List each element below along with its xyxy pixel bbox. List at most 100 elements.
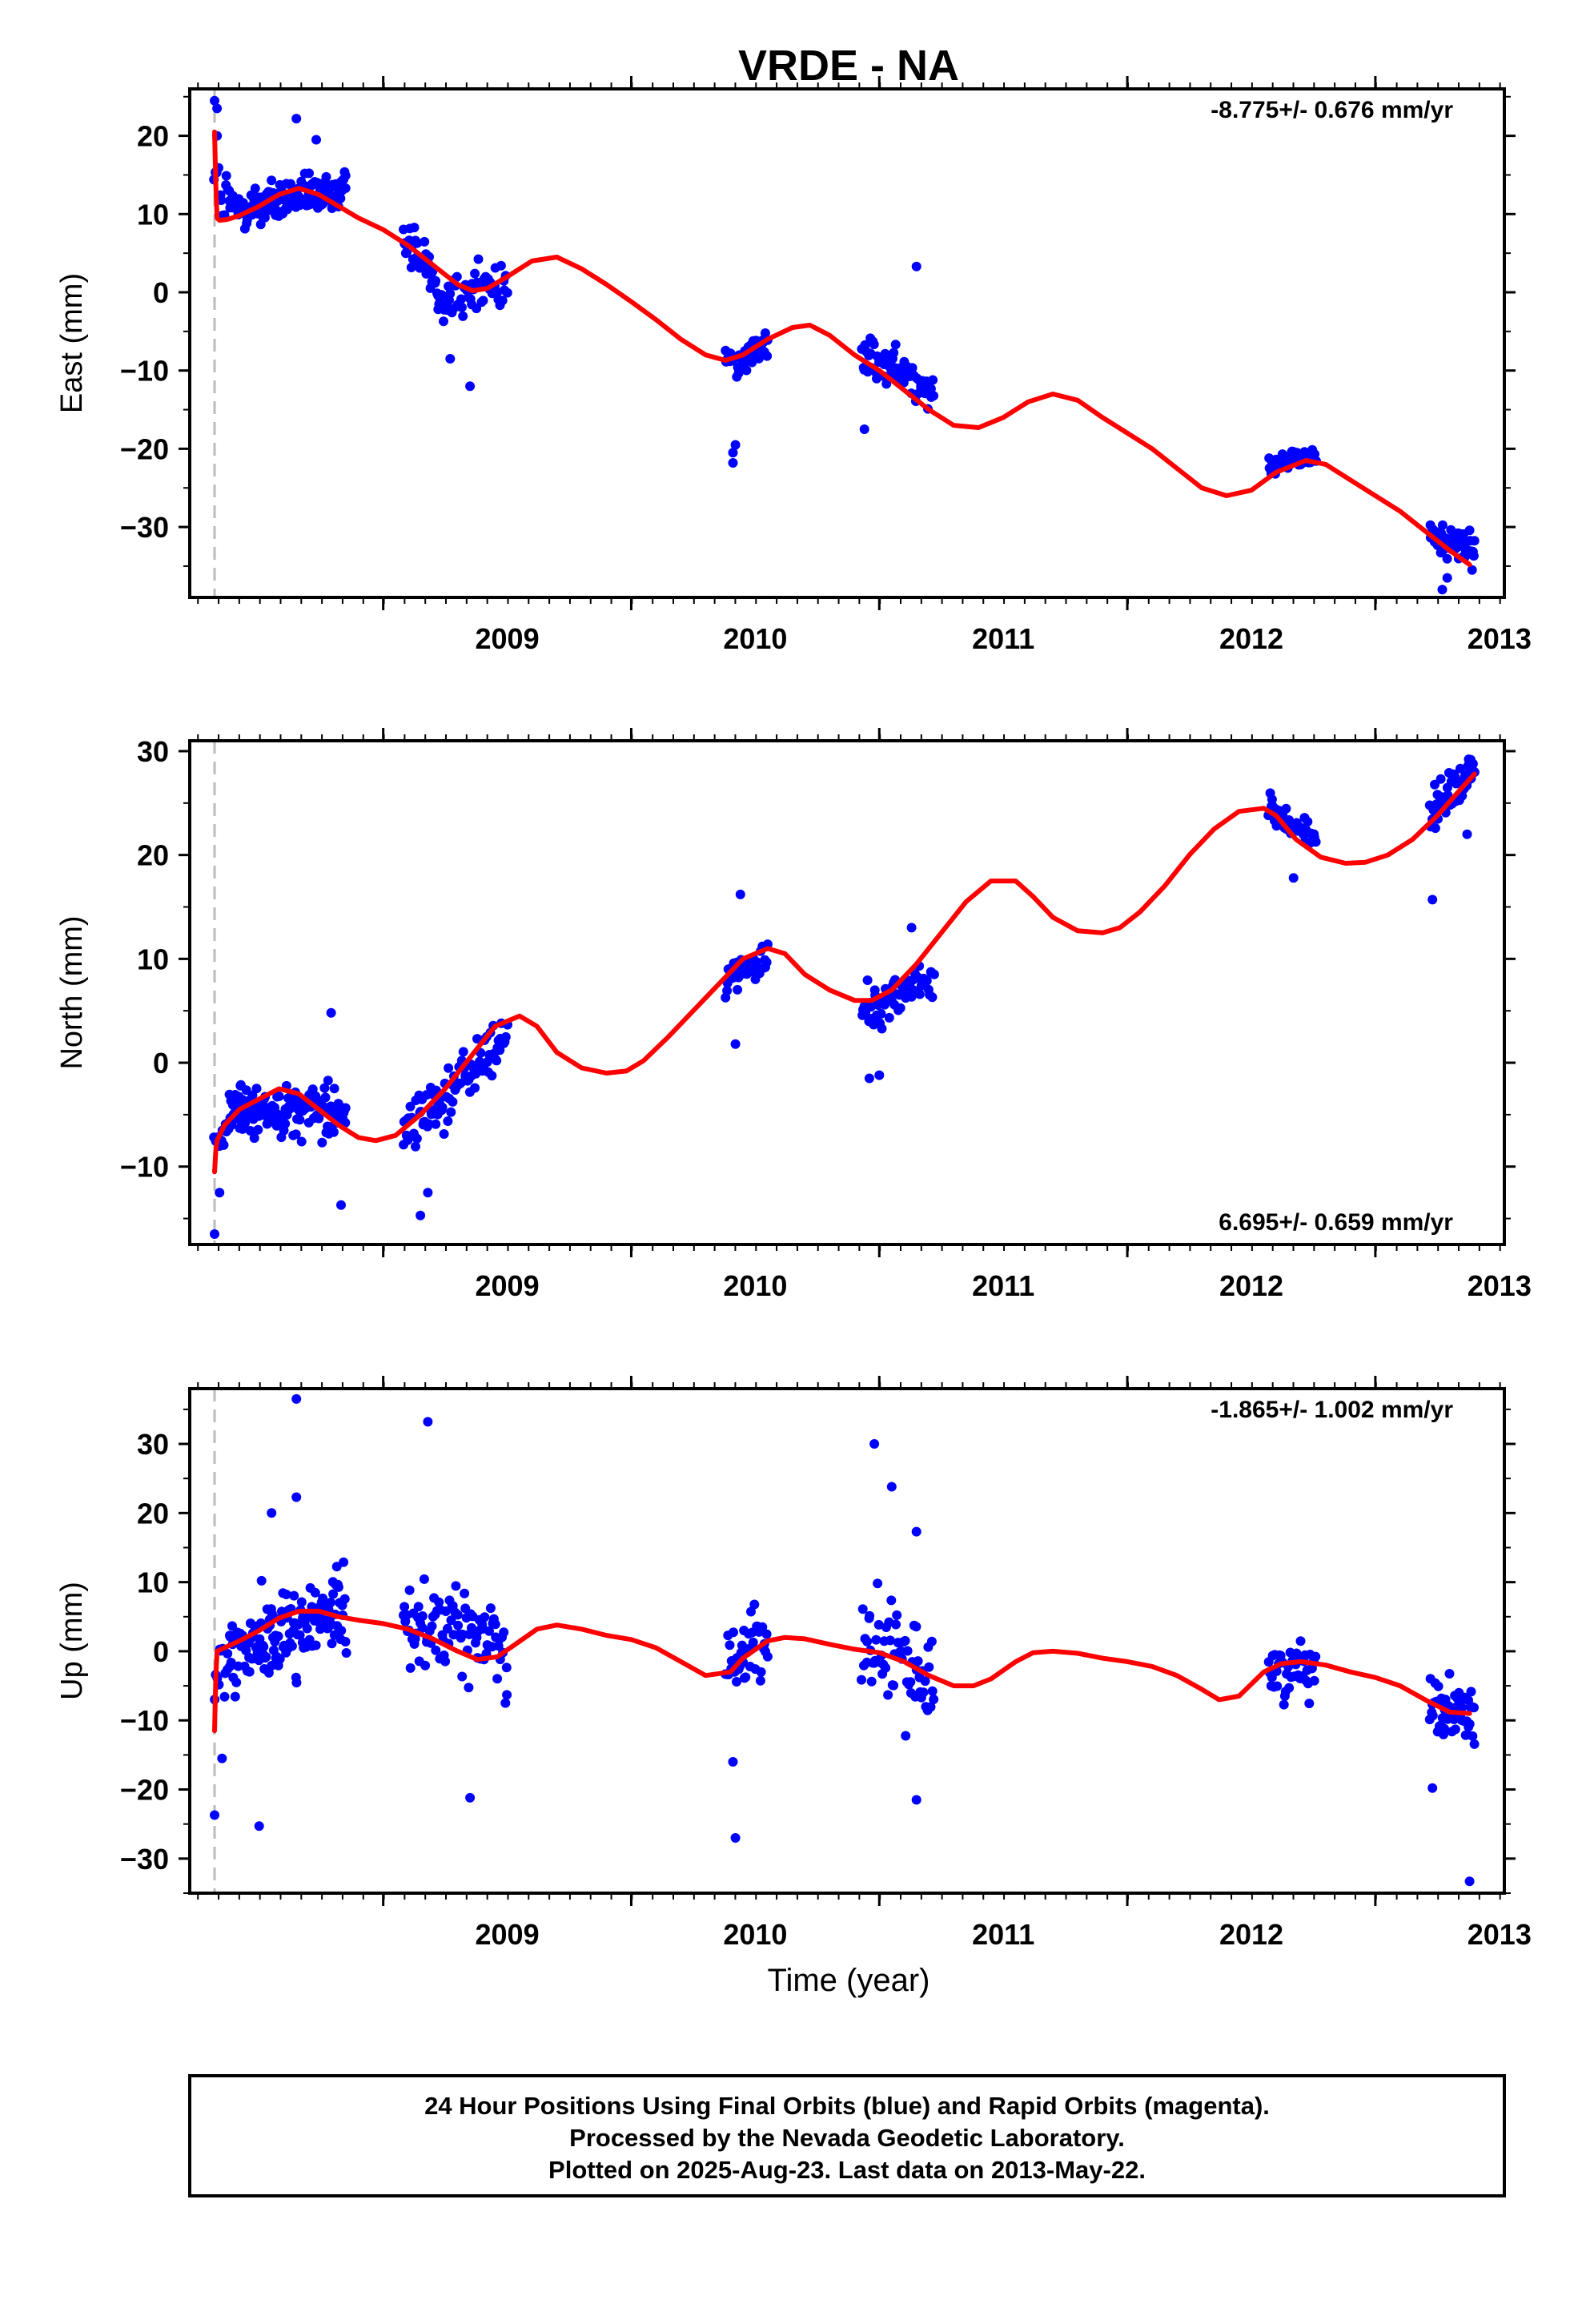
north-data-point [274, 1092, 284, 1101]
north-data-point [877, 1023, 887, 1034]
north-outlier-point [1288, 873, 1299, 883]
north-data-point [444, 1063, 454, 1073]
up-ytick-label: −30 [120, 1843, 169, 1876]
up-data-point [296, 1597, 307, 1607]
north-data-point [895, 1003, 905, 1013]
up-rate-annotation: -1.865+/- 1.002 mm/yr [1211, 1397, 1453, 1423]
north-rate-annotation: 6.695+/- 0.659 mm/yr [1219, 1209, 1453, 1236]
north-outlier-point [210, 1229, 219, 1239]
north-data-point [722, 986, 733, 996]
up-data-point [417, 1622, 428, 1633]
up-data-point [732, 1677, 741, 1687]
up-outlier-point [291, 1492, 302, 1502]
up-data-point [1439, 1723, 1449, 1734]
up-data-point [761, 1629, 772, 1639]
north-data-point [482, 1057, 492, 1068]
east-data-point [1468, 551, 1479, 561]
east-data-point [286, 179, 295, 189]
east-ytick-label: 0 [153, 276, 169, 309]
east-data-point [321, 171, 331, 182]
up-data-point [1311, 1651, 1321, 1662]
up-data-point [926, 1702, 936, 1712]
up-data-point [1464, 1719, 1475, 1729]
up-data-point [1433, 1681, 1443, 1691]
east-plot-area [209, 89, 1480, 597]
up-data-point [1309, 1675, 1319, 1686]
north-ytick-label: 0 [153, 1047, 169, 1080]
up-data-point [901, 1731, 911, 1741]
up-data-point [1304, 1699, 1315, 1709]
east-outlier-point [911, 261, 921, 271]
up-data-point [885, 1635, 895, 1646]
up-data-point [862, 1636, 873, 1647]
east-data-point [496, 260, 506, 271]
up-data-point [905, 1677, 916, 1687]
east-outlier-point [728, 448, 738, 458]
caption-line-1: 24 Hour Positions Using Final Orbits (bl… [424, 2092, 1270, 2120]
up-data-point [480, 1612, 490, 1622]
north-xtick-label: 2012 [1219, 1269, 1283, 1302]
up-data-point [427, 1621, 437, 1631]
east-data-point [431, 275, 441, 286]
north-data-point [927, 992, 938, 1003]
north-outlier-point [215, 1188, 225, 1198]
north-xtick-label: 2010 [723, 1269, 787, 1302]
up-data-point [924, 1662, 934, 1672]
up-data-point [267, 1661, 277, 1671]
up-data-point [453, 1620, 464, 1630]
up-ytick-label: 0 [153, 1635, 169, 1668]
up-data-point [873, 1619, 884, 1630]
east-data-point [478, 296, 488, 306]
east-data-point [929, 391, 939, 401]
east-data-point [741, 365, 752, 376]
up-data-point [464, 1683, 474, 1693]
up-data-point [757, 1622, 768, 1632]
up-data-point [883, 1690, 893, 1700]
north-data-point [458, 1047, 468, 1057]
north-data-point [1456, 763, 1465, 774]
east-data-point [340, 171, 351, 181]
east-data-point [907, 363, 917, 373]
up-model-curve [212, 1608, 1472, 1734]
up-data-point [267, 1609, 277, 1619]
east-outlier-point [210, 95, 219, 106]
east-data-point [753, 353, 764, 364]
north-data-point [411, 1141, 420, 1152]
caption-box: 24 Hour Positions Using Final Orbits (bl… [188, 2074, 1506, 2197]
east-xtick-label: 2010 [723, 622, 787, 655]
up-data-point [405, 1663, 416, 1673]
east-outlier-point [291, 114, 302, 124]
east-ytick-label: 10 [137, 198, 169, 231]
up-data-point [892, 1610, 902, 1620]
east-ytick-label: −30 [120, 511, 169, 544]
up-data-point [457, 1629, 468, 1639]
up-data-point [871, 1634, 881, 1645]
north-data-point [492, 1055, 502, 1066]
east-outlier-point [311, 135, 321, 145]
up-data-point [413, 1602, 424, 1612]
up-data-point [502, 1690, 512, 1700]
east-data-point [869, 340, 879, 349]
up-data-point [311, 1640, 321, 1651]
up-data-point [501, 1663, 512, 1673]
east-frame [188, 87, 1506, 599]
up-data-point [230, 1691, 240, 1702]
up-data-point [328, 1589, 339, 1599]
up-outlier-point [911, 1526, 921, 1537]
caption-line-2: Processed by the Nevada Geodetic Laborat… [569, 2124, 1125, 2152]
east-data-point [881, 379, 892, 389]
north-data-point [862, 975, 873, 985]
east-data-point [470, 268, 480, 279]
east-data-point [445, 288, 456, 299]
up-data-point [490, 1619, 500, 1630]
north-data-point [291, 1129, 301, 1140]
up-data-point [1284, 1683, 1295, 1693]
up-xtick-label: 2009 [476, 1918, 540, 1951]
up-xtick-label: 2013 [1468, 1918, 1532, 1951]
up-data-point [1307, 1663, 1317, 1674]
up-data-point [1456, 1703, 1467, 1713]
north-y-axis-label: North (mm) [55, 915, 89, 1069]
north-data-point [249, 1133, 259, 1144]
